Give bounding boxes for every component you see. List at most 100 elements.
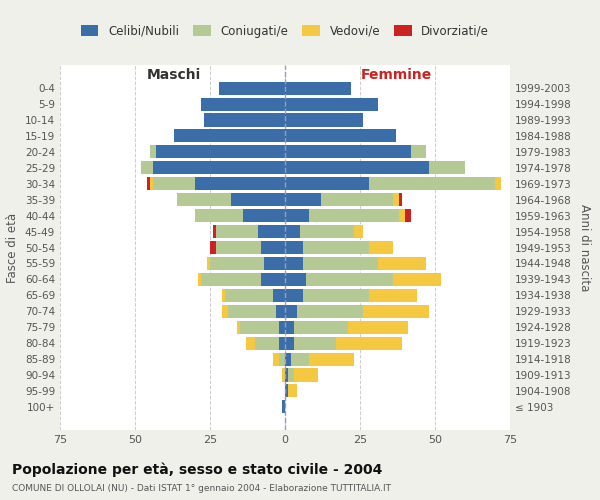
Bar	[309, 209, 399, 222]
Bar	[237, 320, 240, 334]
Bar	[147, 177, 150, 190]
Bar	[285, 98, 378, 110]
Bar	[210, 257, 264, 270]
Bar	[279, 336, 285, 349]
Bar	[141, 162, 153, 174]
Bar	[393, 193, 399, 206]
Bar	[399, 193, 402, 206]
Bar	[285, 162, 429, 174]
Bar	[231, 193, 285, 206]
Bar	[153, 162, 285, 174]
Bar	[285, 289, 303, 302]
Bar	[207, 257, 210, 270]
Bar	[303, 257, 378, 270]
Bar	[291, 352, 309, 366]
Bar	[297, 304, 363, 318]
Bar	[201, 98, 285, 110]
Bar	[285, 114, 363, 126]
Bar	[255, 336, 279, 349]
Bar	[336, 336, 402, 349]
Bar	[369, 177, 495, 190]
Bar	[429, 162, 465, 174]
Bar	[303, 241, 369, 254]
Bar	[306, 273, 393, 286]
Bar	[153, 177, 195, 190]
Bar	[321, 193, 393, 206]
Bar	[195, 209, 243, 222]
Bar	[264, 257, 285, 270]
Bar	[285, 193, 321, 206]
Bar	[369, 241, 393, 254]
Bar	[393, 273, 441, 286]
Legend: Celibi/Nubili, Coniugati/e, Vedovi/e, Divorziati/e: Celibi/Nubili, Coniugati/e, Vedovi/e, Di…	[76, 20, 494, 42]
Bar	[150, 177, 153, 190]
Bar	[261, 273, 285, 286]
Bar	[285, 384, 288, 398]
Bar	[285, 82, 351, 94]
Bar	[261, 241, 285, 254]
Bar	[411, 146, 426, 158]
Y-axis label: Anni di nascita: Anni di nascita	[578, 204, 591, 291]
Bar	[246, 336, 255, 349]
Bar	[279, 352, 285, 366]
Bar	[405, 209, 411, 222]
Bar	[222, 289, 225, 302]
Bar	[273, 352, 279, 366]
Bar	[285, 273, 306, 286]
Bar	[363, 304, 429, 318]
Bar	[285, 241, 303, 254]
Bar	[348, 320, 408, 334]
Bar	[210, 241, 216, 254]
Bar	[288, 384, 297, 398]
Bar	[285, 368, 288, 382]
Bar	[285, 209, 309, 222]
Text: COMUNE DI OLLOLAI (NU) - Dati ISTAT 1° gennaio 2004 - Elaborazione TUTTITALIA.IT: COMUNE DI OLLOLAI (NU) - Dati ISTAT 1° g…	[12, 484, 391, 493]
Bar	[378, 257, 426, 270]
Bar	[369, 289, 417, 302]
Text: Femmine: Femmine	[361, 68, 431, 82]
Text: Maschi: Maschi	[147, 68, 201, 82]
Bar	[216, 241, 261, 254]
Bar	[198, 273, 201, 286]
Bar	[285, 225, 300, 238]
Bar	[228, 304, 276, 318]
Text: Popolazione per età, sesso e stato civile - 2004: Popolazione per età, sesso e stato civil…	[12, 462, 382, 477]
Bar	[240, 320, 279, 334]
Bar	[285, 336, 294, 349]
Bar	[150, 146, 156, 158]
Bar	[285, 177, 369, 190]
Bar	[282, 368, 285, 382]
Bar	[273, 289, 285, 302]
Bar	[285, 130, 396, 142]
Bar	[177, 193, 231, 206]
Bar	[195, 177, 285, 190]
Bar	[258, 225, 285, 238]
Bar	[294, 368, 318, 382]
Bar	[213, 225, 216, 238]
Bar	[174, 130, 285, 142]
Bar	[243, 209, 285, 222]
Bar	[285, 320, 294, 334]
Bar	[309, 352, 354, 366]
Bar	[285, 146, 411, 158]
Bar	[219, 82, 285, 94]
Bar	[294, 336, 336, 349]
Bar	[300, 225, 354, 238]
Bar	[225, 289, 273, 302]
Bar	[282, 400, 285, 413]
Bar	[156, 146, 285, 158]
Bar	[303, 289, 369, 302]
Bar	[222, 304, 228, 318]
Bar	[201, 273, 261, 286]
Bar	[495, 177, 501, 190]
Bar	[288, 368, 294, 382]
Y-axis label: Fasce di età: Fasce di età	[7, 212, 19, 282]
Bar	[216, 225, 258, 238]
Bar	[294, 320, 348, 334]
Bar	[354, 225, 363, 238]
Bar	[285, 257, 303, 270]
Bar	[204, 114, 285, 126]
Bar	[399, 209, 405, 222]
Bar	[285, 352, 291, 366]
Bar	[279, 320, 285, 334]
